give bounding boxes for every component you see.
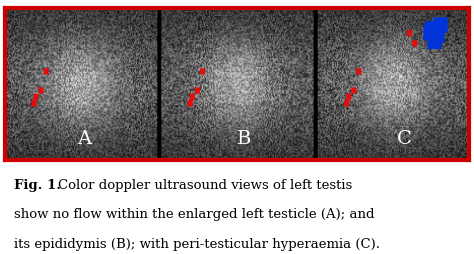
Text: A: A xyxy=(77,130,91,148)
Text: show no flow within the enlarged left testicle (A); and: show no flow within the enlarged left te… xyxy=(14,208,374,221)
Text: its epididymis (B); with peri-testicular hyperaemia (C).: its epididymis (B); with peri-testicular… xyxy=(14,237,380,250)
Text: C: C xyxy=(397,130,412,148)
Text: Fig. 1.: Fig. 1. xyxy=(14,179,61,192)
Text: Color doppler ultrasound views of left testis: Color doppler ultrasound views of left t… xyxy=(58,179,352,192)
Text: B: B xyxy=(237,130,251,148)
